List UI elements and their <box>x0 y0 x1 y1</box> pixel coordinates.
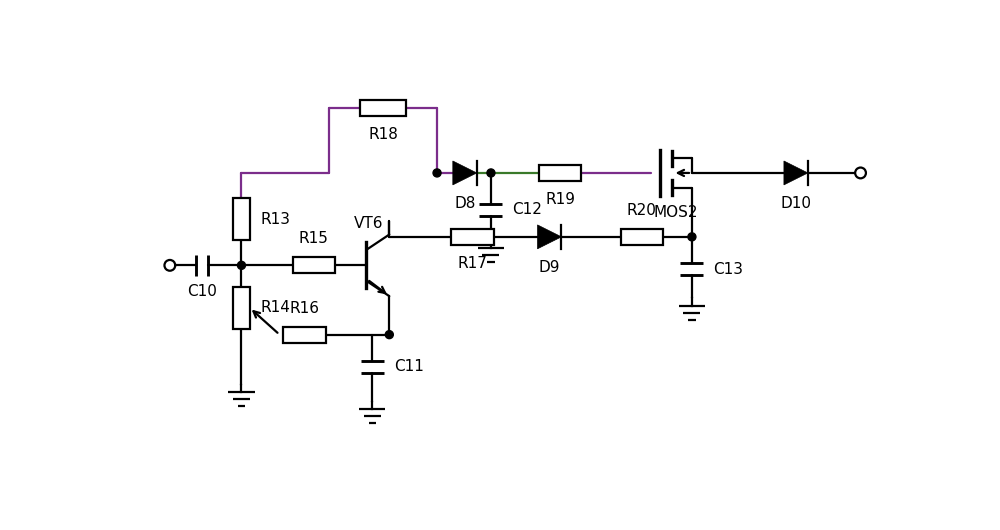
Bar <box>283 326 326 343</box>
Bar <box>451 229 494 245</box>
Text: R17: R17 <box>458 255 487 271</box>
Text: C11: C11 <box>394 359 424 375</box>
Bar <box>621 229 663 245</box>
Polygon shape <box>784 161 808 185</box>
Text: D8: D8 <box>454 197 475 211</box>
Circle shape <box>237 261 245 269</box>
Circle shape <box>433 169 441 177</box>
Text: VT6: VT6 <box>354 216 383 231</box>
Bar <box>539 165 581 181</box>
Text: R19: R19 <box>545 192 575 207</box>
Polygon shape <box>538 225 561 249</box>
Polygon shape <box>453 161 477 185</box>
Text: C12: C12 <box>512 202 542 217</box>
Text: R15: R15 <box>299 232 329 246</box>
Text: MOS2: MOS2 <box>653 205 698 220</box>
Text: R16: R16 <box>290 301 320 316</box>
Text: R13: R13 <box>260 211 290 227</box>
Text: D10: D10 <box>780 197 811 211</box>
Circle shape <box>385 331 393 339</box>
Text: D9: D9 <box>539 260 560 276</box>
Bar <box>360 100 406 117</box>
Text: R14: R14 <box>260 300 290 315</box>
Circle shape <box>487 169 495 177</box>
Text: C10: C10 <box>187 284 217 299</box>
Text: R20: R20 <box>627 203 657 218</box>
Text: C13: C13 <box>713 262 743 277</box>
Bar <box>233 198 250 240</box>
Bar <box>293 257 335 273</box>
Text: R18: R18 <box>368 127 398 142</box>
Bar <box>233 287 250 329</box>
Circle shape <box>688 233 696 241</box>
